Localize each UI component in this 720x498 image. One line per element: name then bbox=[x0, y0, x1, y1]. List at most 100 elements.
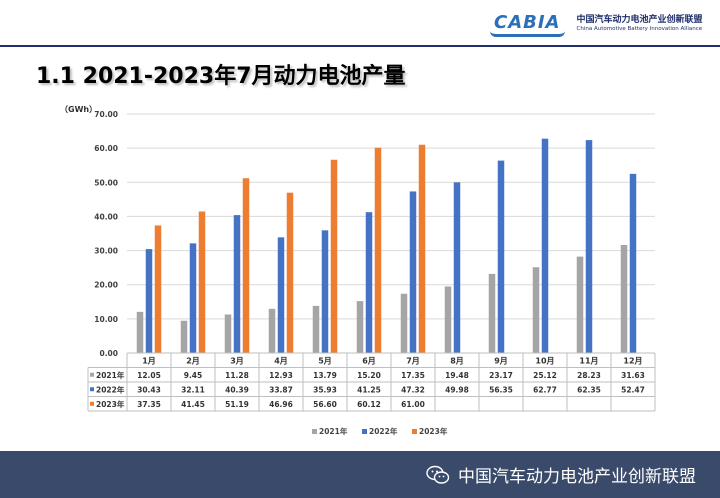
table-legend-key-2023 bbox=[90, 401, 94, 406]
bar-2021-12月 bbox=[620, 245, 628, 353]
table-legend-key-2022 bbox=[90, 387, 94, 392]
cabia-logo: CABIA 中国汽车动力电池产业创新联盟 China Automotive Ba… bbox=[490, 10, 703, 38]
cabia-logo-mark: CABIA bbox=[490, 12, 565, 37]
bar-2023-2月 bbox=[198, 211, 206, 353]
bar-2021-7月 bbox=[400, 293, 408, 353]
y-tick-label: 70.00 bbox=[94, 110, 118, 119]
y-tick-label: 20.00 bbox=[94, 281, 118, 290]
data-label: 62.35 bbox=[577, 386, 601, 395]
x-tick-label: 7月 bbox=[406, 357, 420, 366]
legend-key-2021 bbox=[312, 429, 317, 434]
legend-entry: 2023年 bbox=[419, 426, 448, 436]
data-label: 11.28 bbox=[225, 371, 249, 380]
data-label: 56.60 bbox=[313, 400, 337, 409]
bar-2021-9月 bbox=[488, 273, 496, 353]
footer-brand: 中国汽车动力电池产业创新联盟 bbox=[426, 462, 696, 487]
x-tick-label: 5月 bbox=[318, 357, 332, 366]
bar-2021-10月 bbox=[532, 267, 540, 353]
table-row-label: 2022年 bbox=[96, 385, 125, 395]
legend-key-2023 bbox=[412, 429, 417, 434]
legend-entry: 2022年 bbox=[369, 426, 398, 436]
y-tick-label: 60.00 bbox=[94, 144, 118, 153]
bar-2021-11月 bbox=[576, 256, 584, 353]
data-label: 47.32 bbox=[401, 386, 425, 395]
data-label: 12.05 bbox=[137, 371, 161, 380]
x-tick-label: 4月 bbox=[274, 357, 288, 366]
header: CABIA 中国汽车动力电池产业创新联盟 China Automotive Ba… bbox=[0, 0, 720, 47]
x-tick-label: 1月 bbox=[142, 357, 156, 366]
y-tick-label: 50.00 bbox=[94, 178, 118, 187]
bar-2022-11月 bbox=[585, 140, 593, 353]
x-tick-label: 9月 bbox=[494, 357, 508, 366]
data-label: 37.35 bbox=[137, 400, 161, 409]
data-label: 13.79 bbox=[313, 371, 337, 380]
table-row-label: 2021年 bbox=[96, 370, 125, 380]
data-label: 25.12 bbox=[533, 371, 557, 380]
bar-2022-9月 bbox=[497, 160, 505, 353]
bar-2022-1月 bbox=[145, 249, 153, 353]
data-label: 41.25 bbox=[357, 386, 381, 395]
data-label: 49.98 bbox=[445, 386, 469, 395]
bar-2022-12月 bbox=[629, 173, 637, 353]
data-label: 51.19 bbox=[225, 400, 249, 409]
data-label: 60.12 bbox=[357, 400, 381, 409]
bar-2022-7月 bbox=[409, 191, 417, 353]
data-label: 32.11 bbox=[181, 386, 205, 395]
bar-2023-3月 bbox=[242, 178, 250, 353]
x-tick-label: 2月 bbox=[186, 357, 200, 366]
bar-2021-5月 bbox=[312, 305, 320, 353]
data-label: 41.45 bbox=[181, 400, 205, 409]
bar-2023-5月 bbox=[330, 159, 338, 353]
header-divider bbox=[0, 45, 720, 47]
x-tick-label: 8月 bbox=[450, 357, 464, 366]
bar-2022-10月 bbox=[541, 138, 549, 353]
data-label: 56.35 bbox=[489, 386, 513, 395]
wechat-icon bbox=[426, 465, 450, 484]
bar-2021-4月 bbox=[268, 308, 276, 353]
data-label: 40.39 bbox=[225, 386, 249, 395]
data-label: 17.35 bbox=[401, 371, 425, 380]
y-tick-label: 30.00 bbox=[94, 247, 118, 256]
x-tick-label: 6月 bbox=[362, 357, 376, 366]
data-label: 61.00 bbox=[401, 400, 425, 409]
bar-2021-8月 bbox=[444, 286, 452, 353]
bar-2022-8月 bbox=[453, 182, 461, 353]
slide-title: 1.1 2021-2023年7月动力电池产量 bbox=[36, 64, 406, 89]
data-label: 15.20 bbox=[357, 371, 381, 380]
bar-2022-3月 bbox=[233, 215, 241, 353]
data-label: 28.23 bbox=[577, 371, 601, 380]
x-tick-label: 3月 bbox=[230, 357, 244, 366]
data-label: 52.47 bbox=[621, 386, 645, 395]
bar-2021-1月 bbox=[136, 311, 144, 353]
data-label: 33.87 bbox=[269, 386, 293, 395]
bar-2021-2月 bbox=[180, 320, 188, 353]
table-row-label: 2023年 bbox=[96, 399, 125, 409]
legend-entry: 2021年 bbox=[319, 426, 348, 436]
bar-2022-4月 bbox=[277, 237, 285, 353]
data-label: 12.93 bbox=[269, 371, 293, 380]
data-label: 9.45 bbox=[184, 371, 203, 380]
footer-brand-text: 中国汽车动力电池产业创新联盟 bbox=[458, 467, 696, 487]
bar-2023-7月 bbox=[418, 144, 426, 353]
bar-2022-6月 bbox=[365, 212, 373, 353]
bar-2023-1月 bbox=[154, 225, 162, 353]
x-tick-label: 11月 bbox=[579, 357, 598, 366]
logo-text: 中国汽车动力电池产业创新联盟 China Automotive Battery … bbox=[576, 15, 703, 32]
bar-2021-3月 bbox=[224, 314, 232, 353]
data-label: 19.48 bbox=[445, 371, 469, 380]
y-tick-label: 40.00 bbox=[94, 212, 118, 221]
org-name-en: China Automotive Battery Innovation Alli… bbox=[576, 25, 703, 32]
x-tick-label: 12月 bbox=[623, 357, 642, 366]
bar-2022-2月 bbox=[189, 243, 197, 353]
data-label: 62.77 bbox=[533, 386, 557, 395]
data-label: 35.93 bbox=[313, 386, 337, 395]
y-tick-label: 10.00 bbox=[94, 315, 118, 324]
bar-2021-6月 bbox=[356, 301, 364, 353]
x-tick-label: 10月 bbox=[535, 357, 554, 366]
data-label: 46.96 bbox=[269, 400, 293, 409]
bar-2023-6月 bbox=[374, 147, 382, 353]
table-legend-key-2021 bbox=[90, 372, 94, 377]
data-label: 23.17 bbox=[489, 371, 513, 380]
battery-output-chart: （GWh） 0.00 10.00 20.00 30.00 40.00 50.00 60.00 7… bbox=[60, 104, 656, 436]
data-label: 30.43 bbox=[137, 386, 161, 395]
